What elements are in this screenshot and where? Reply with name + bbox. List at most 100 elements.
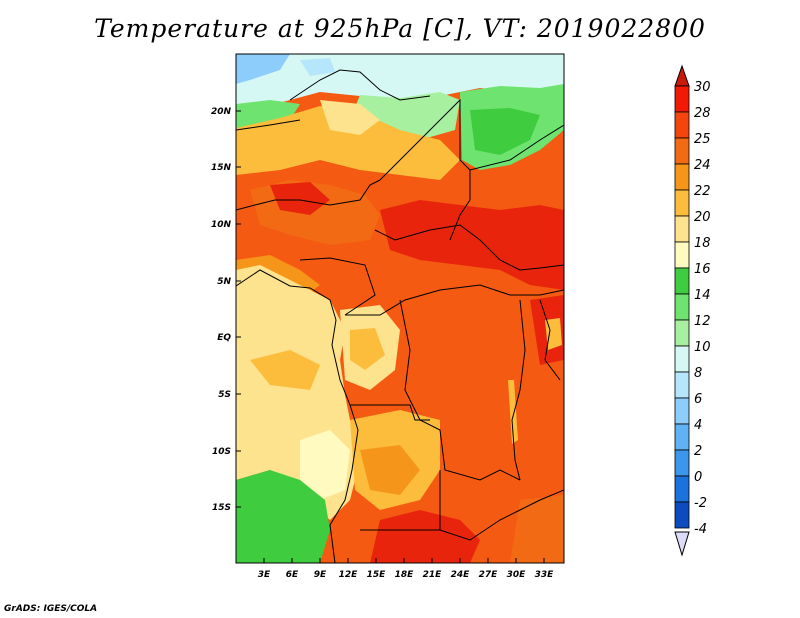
colorbar-label: 2 [694, 444, 702, 459]
lon-label: 33E [535, 570, 555, 580]
field-blue-nw [236, 54, 290, 84]
lat-ticks [236, 110, 241, 508]
colorbar-segment [674, 137, 690, 165]
colorbar-segment [674, 293, 690, 321]
border-chad-sudan [449, 170, 471, 241]
field-cream-angola [300, 430, 350, 500]
lat-label: 5N [217, 277, 231, 287]
border-car-sudan [374, 224, 564, 271]
field-orange-angola [360, 445, 420, 495]
lon-label: 21E [423, 570, 443, 580]
lon-label: 6E [286, 570, 299, 580]
colorbar-label: 4 [694, 418, 702, 433]
lon-label: 27E [479, 570, 499, 580]
colorbar-segment [674, 449, 690, 477]
colorbar-segment [674, 163, 690, 191]
lon-label: 24E [451, 570, 471, 580]
colorbar-segment [674, 319, 690, 347]
lat-label: 15S [212, 503, 231, 513]
lat-label: 5S [218, 390, 231, 400]
field-yelloworange-band [236, 106, 460, 180]
field-green-sw [236, 470, 330, 563]
colorbar-segment [674, 111, 690, 139]
field-paleyellow-n [320, 100, 380, 135]
field-blue-patch [300, 58, 335, 76]
colorbar-label: 28 [694, 106, 711, 121]
border-sahara [289, 69, 431, 101]
lon-label: 15E [367, 570, 387, 580]
border-drc-south [399, 299, 521, 481]
credit-footer: GrADS: IGES/COLA [4, 604, 98, 614]
colorbar-segment [674, 345, 690, 373]
colorbar-label: 0 [694, 470, 702, 485]
lon-label: 12E [339, 570, 359, 580]
field-green-ne [470, 108, 540, 155]
colorbar-label: 14 [694, 288, 711, 303]
lon-label: 3E [258, 570, 271, 580]
coastline-west [236, 269, 359, 563]
colorbar-label: 8 [694, 366, 702, 381]
border-uganda [539, 299, 561, 381]
field-yelloworange-gabon [350, 328, 385, 370]
colorbar-segment [674, 215, 690, 243]
lon-label: 18E [395, 570, 415, 580]
colorbar-segment [674, 371, 690, 399]
colorbar-top-arrow [674, 64, 690, 87]
colorbar-label: 24 [694, 158, 711, 173]
border-drc-north [345, 284, 564, 316]
colorbar-segment [674, 241, 690, 269]
border-sahel-west [236, 179, 381, 211]
map-frame [235, 53, 565, 564]
border-rift [511, 299, 526, 481]
colorbar-label: 20 [694, 210, 711, 225]
colorbar-segment [674, 475, 690, 503]
lat-label: 15N [211, 163, 232, 173]
lat-labels: 20N 15N 10N 5N EQ 5S 10S 15S [211, 107, 232, 513]
border-nigeria [299, 257, 376, 316]
colorbar-segment [674, 85, 690, 113]
field-hot-central [380, 200, 564, 290]
border-mauritania [236, 119, 301, 131]
lon-label: 9E [314, 570, 327, 580]
colorbar-label: -2 [694, 496, 707, 511]
colorbar-segment [674, 189, 690, 217]
colorbar-labels: 30 28 25 24 22 20 18 16 14 12 10 8 6 4 2… [694, 80, 711, 537]
lat-label: EQ [217, 333, 231, 343]
colorbar-segment [674, 423, 690, 451]
lat-label: 20N [211, 107, 232, 117]
colorbar-label: 30 [694, 80, 711, 95]
colorbar-label: 6 [694, 392, 702, 407]
colorbar-label: 12 [694, 314, 711, 329]
colorbar-segment [674, 397, 690, 425]
lat-label: 10S [212, 447, 231, 457]
field-yelloworange-offshore [250, 350, 320, 390]
lon-ticks [263, 558, 545, 563]
colorbar-label: 25 [694, 132, 711, 147]
field-warm-se [510, 495, 564, 563]
colorbar-segment [674, 501, 690, 529]
colorbar-label: -4 [694, 522, 707, 537]
colorbar-segments [674, 85, 690, 529]
colorbar-label: 22 [694, 184, 711, 199]
lon-labels: 3E 6E 9E 12E 15E 18E 21E 24E 27E 30E 33E [258, 570, 554, 580]
field-lake-tanganyika [508, 380, 518, 444]
border-north [379, 98, 564, 181]
colorbar-label: 16 [694, 262, 711, 277]
border-namibia [360, 489, 564, 541]
field-hot-west [270, 182, 330, 215]
colorbar: 30 28 25 24 22 20 18 16 14 12 10 8 6 4 2… [674, 64, 711, 557]
map-title: Temperature at 925hPa [C], VT: 201902280… [94, 14, 706, 43]
lat-label: 10N [211, 220, 232, 230]
field-lightgreen-nw [236, 100, 300, 130]
field-hot-south [370, 510, 480, 563]
colorbar-label: 10 [694, 340, 711, 355]
border-angola-north [350, 404, 430, 421]
colorbar-segment [674, 267, 690, 295]
lon-label: 30E [507, 570, 527, 580]
colorbar-label: 18 [694, 236, 711, 251]
field-lake-victoria [545, 318, 562, 350]
country-borders [236, 69, 564, 563]
colorbar-bottom-arrow [674, 531, 690, 557]
temperature-field [236, 54, 564, 563]
